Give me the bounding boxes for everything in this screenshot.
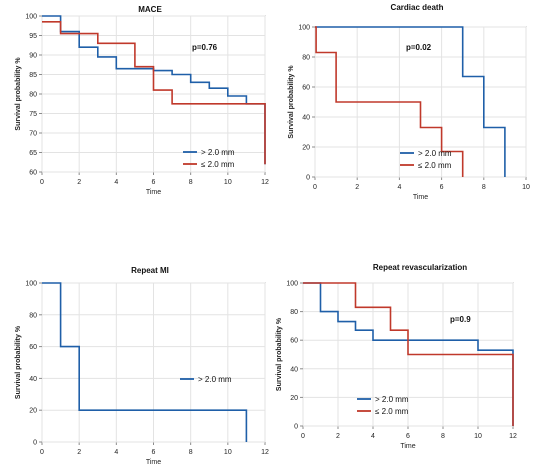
y-tick-label: 75 [29, 111, 37, 118]
x-axis-label: Time [146, 459, 161, 466]
series-line-0 [315, 26, 506, 177]
p-value-annotation: p=0.02 [406, 43, 432, 52]
y-tick-label: 0 [306, 175, 310, 182]
series-line-0 [303, 282, 514, 426]
x-tick-label: 10 [224, 179, 232, 186]
y-tick-label: 60 [302, 85, 310, 92]
x-axis-label: Time [400, 443, 415, 450]
y-tick-label: 20 [302, 145, 310, 152]
series-line-0 [42, 282, 248, 442]
x-axis-label: Time [413, 194, 428, 201]
legend-label-0: > 2.0 mm [375, 395, 409, 404]
x-tick-label: 0 [40, 449, 44, 456]
series-line-1 [303, 282, 514, 426]
x-tick-label: 8 [482, 184, 486, 191]
x-tick-label: 4 [397, 184, 401, 191]
p-value-annotation: p=0.76 [192, 43, 218, 52]
chart-mace: 0 2 4 6 8 10 12 60 65 70 75 80 85 90 95 100 MACE Time Surv… [15, 5, 269, 196]
x-tick-label: 4 [371, 433, 375, 440]
y-tick-label: 100 [25, 281, 37, 288]
x-tick-label: 4 [114, 179, 118, 186]
x-tick-label: 8 [189, 179, 193, 186]
series-line-0 [42, 15, 266, 165]
chart-repeat-revascularization: 0 2 4 6 8 10 12 0 20 40 60 80 100 Repeat revasculariz… [276, 263, 517, 450]
x-tick-label: 2 [355, 184, 359, 191]
y-axis-label: Survival probability % [276, 317, 283, 391]
x-tick-label: 10 [224, 449, 232, 456]
series-line-1 [42, 20, 266, 165]
x-tick-label: 0 [301, 433, 305, 440]
legend-label-0: > 2.0 mm [198, 375, 232, 384]
x-tick-label: 6 [406, 433, 410, 440]
x-tick-label: 2 [77, 449, 81, 456]
p-value-annotation: p=0.9 [450, 315, 471, 324]
y-tick-label: 80 [29, 92, 37, 99]
y-tick-label: 0 [294, 424, 298, 431]
y-tick-label: 80 [290, 309, 298, 316]
y-tick-label: 100 [298, 25, 310, 32]
y-tick-label: 40 [302, 115, 310, 122]
x-tick-label: 6 [152, 449, 156, 456]
x-axis-label: Time [146, 189, 161, 196]
x-tick-label: 0 [40, 179, 44, 186]
x-tick-label: 8 [441, 433, 445, 440]
x-tick-label: 12 [261, 179, 269, 186]
y-tick-label: 85 [29, 72, 37, 79]
y-axis-label: Survival probability % [15, 57, 22, 131]
y-tick-label: 90 [29, 53, 37, 60]
x-tick-label: 4 [114, 449, 118, 456]
y-tick-label: 40 [29, 376, 37, 383]
chart-title: MACE [138, 5, 162, 14]
x-tick-label: 10 [522, 184, 530, 191]
y-tick-label: 80 [302, 55, 310, 62]
x-tick-label: 0 [313, 184, 317, 191]
x-tick-label: 6 [440, 184, 444, 191]
series-line-1 [315, 26, 464, 177]
legend-label-1: ≤ 2.0 mm [201, 160, 235, 169]
y-axis-label: Survival probability % [15, 325, 22, 399]
y-tick-label: 0 [33, 440, 37, 447]
y-tick-label: 20 [29, 408, 37, 415]
y-tick-label: 80 [29, 312, 37, 319]
x-tick-label: 12 [509, 433, 517, 440]
x-tick-label: 8 [189, 449, 193, 456]
y-tick-label: 60 [290, 338, 298, 345]
y-tick-label: 40 [290, 366, 298, 373]
chart-title: Repeat MI [131, 266, 169, 275]
chart-title: Repeat revascularization [373, 263, 467, 272]
legend-label-1: ≤ 2.0 mm [418, 161, 452, 170]
legend-label-1: ≤ 2.0 mm [375, 407, 409, 416]
chart-title: Cardiac death [391, 3, 444, 12]
y-tick-label: 70 [29, 131, 37, 138]
x-tick-label: 2 [336, 433, 340, 440]
legend-label-0: > 2.0 mm [418, 149, 452, 158]
legend-label-0: > 2.0 mm [201, 148, 235, 157]
y-tick-label: 100 [286, 281, 298, 288]
y-tick-label: 95 [29, 33, 37, 40]
y-tick-label: 20 [290, 395, 298, 402]
x-tick-label: 12 [261, 449, 269, 456]
y-axis-label: Survival probability % [288, 65, 295, 139]
x-tick-label: 6 [152, 179, 156, 186]
x-tick-label: 2 [77, 179, 81, 186]
y-tick-label: 60 [29, 170, 37, 177]
chart-repeat-mi: 0 2 4 6 8 10 12 0 20 40 60 80 100 Repeat MI Time Surviv… [15, 266, 269, 466]
x-tick-label: 10 [474, 433, 482, 440]
y-tick-label: 100 [25, 14, 37, 21]
y-tick-label: 60 [29, 344, 37, 351]
y-tick-label: 65 [29, 150, 37, 157]
